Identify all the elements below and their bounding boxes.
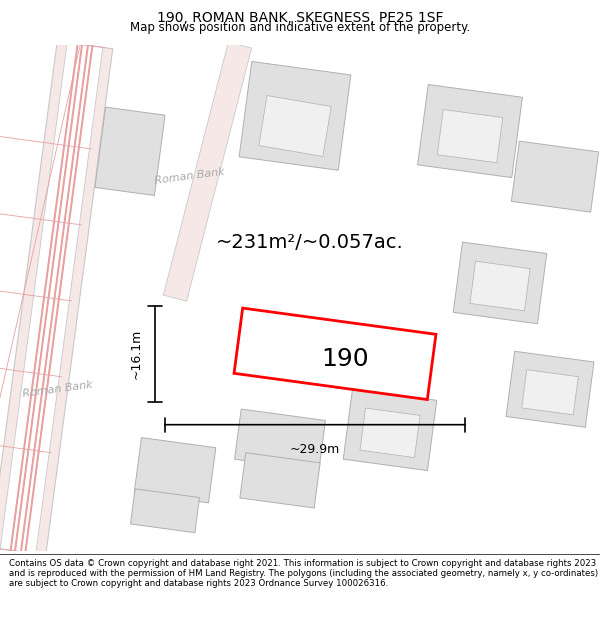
Polygon shape bbox=[235, 409, 325, 471]
Polygon shape bbox=[163, 42, 251, 301]
Polygon shape bbox=[10, 45, 78, 551]
Text: Contains OS data © Crown copyright and database right 2021. This information is : Contains OS data © Crown copyright and d… bbox=[9, 559, 598, 588]
Text: Map shows position and indicative extent of the property.: Map shows position and indicative extent… bbox=[130, 21, 470, 34]
Polygon shape bbox=[95, 107, 165, 196]
Polygon shape bbox=[511, 141, 599, 212]
Polygon shape bbox=[239, 61, 351, 170]
Polygon shape bbox=[343, 389, 437, 471]
Polygon shape bbox=[0, 41, 113, 555]
Text: ~29.9m: ~29.9m bbox=[290, 443, 340, 456]
Polygon shape bbox=[14, 45, 82, 551]
Polygon shape bbox=[234, 308, 436, 399]
Polygon shape bbox=[360, 408, 420, 458]
Text: Roman Bank: Roman Bank bbox=[22, 379, 94, 399]
Polygon shape bbox=[506, 351, 594, 428]
Polygon shape bbox=[522, 370, 578, 415]
Polygon shape bbox=[20, 45, 88, 551]
Text: ~16.1m: ~16.1m bbox=[130, 329, 143, 379]
Polygon shape bbox=[130, 489, 200, 532]
Polygon shape bbox=[134, 438, 216, 503]
Text: 190, ROMAN BANK, SKEGNESS, PE25 1SF: 190, ROMAN BANK, SKEGNESS, PE25 1SF bbox=[157, 11, 443, 25]
Polygon shape bbox=[25, 45, 93, 551]
Polygon shape bbox=[240, 452, 320, 508]
Text: Roman Bank: Roman Bank bbox=[154, 167, 226, 186]
Polygon shape bbox=[453, 242, 547, 324]
Polygon shape bbox=[437, 109, 503, 162]
Polygon shape bbox=[470, 261, 530, 311]
Polygon shape bbox=[259, 96, 331, 156]
Polygon shape bbox=[0, 42, 103, 554]
Text: 190: 190 bbox=[321, 347, 369, 371]
Text: ~231m²/~0.057ac.: ~231m²/~0.057ac. bbox=[216, 233, 404, 252]
Polygon shape bbox=[418, 84, 523, 177]
